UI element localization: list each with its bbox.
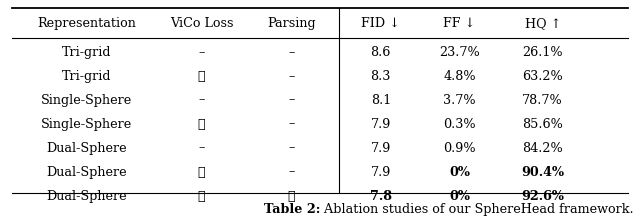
Text: –: – (198, 46, 205, 59)
Text: Dual-Sphere: Dual-Sphere (46, 142, 127, 155)
Text: –: – (198, 142, 205, 155)
Text: –: – (288, 142, 294, 155)
Text: ✓: ✓ (198, 166, 205, 178)
Text: 7.9: 7.9 (371, 118, 391, 131)
Text: Single-Sphere: Single-Sphere (41, 94, 132, 107)
Text: –: – (288, 94, 294, 107)
Text: Dual-Sphere: Dual-Sphere (46, 166, 127, 178)
Text: Tri-grid: Tri-grid (61, 46, 111, 59)
Text: FID ↓: FID ↓ (362, 17, 400, 30)
Text: 0.3%: 0.3% (444, 118, 476, 131)
Text: 84.2%: 84.2% (522, 142, 563, 155)
Text: 7.9: 7.9 (371, 166, 391, 178)
Text: 78.7%: 78.7% (522, 94, 563, 107)
Text: 4.8%: 4.8% (444, 70, 476, 83)
Text: –: – (288, 166, 294, 178)
Text: 7.8: 7.8 (370, 190, 392, 202)
Text: 90.4%: 90.4% (521, 166, 564, 178)
Text: –: – (198, 94, 205, 107)
Text: –: – (288, 118, 294, 131)
Text: ✓: ✓ (287, 190, 295, 202)
Text: –: – (288, 70, 294, 83)
Text: 8.1: 8.1 (371, 94, 391, 107)
Text: 26.1%: 26.1% (522, 46, 563, 59)
Text: 7.9: 7.9 (371, 142, 391, 155)
Text: ✓: ✓ (198, 70, 205, 83)
Text: 0.9%: 0.9% (444, 142, 476, 155)
Text: 0%: 0% (449, 190, 470, 202)
Text: –: – (288, 46, 294, 59)
Text: FF ↓: FF ↓ (444, 17, 476, 30)
Text: 23.7%: 23.7% (439, 46, 480, 59)
Text: 3.7%: 3.7% (444, 94, 476, 107)
Text: Dual-Sphere: Dual-Sphere (46, 190, 127, 202)
Text: ViCo Loss: ViCo Loss (170, 17, 234, 30)
Text: 92.6%: 92.6% (522, 190, 564, 202)
Text: HQ ↑: HQ ↑ (525, 17, 561, 30)
Text: ✓: ✓ (198, 118, 205, 131)
Text: Tri-grid: Tri-grid (61, 70, 111, 83)
Text: Ablation studies of our SphereHead framework.: Ablation studies of our SphereHead frame… (320, 203, 634, 216)
Text: 0%: 0% (449, 166, 470, 178)
Text: ✓: ✓ (198, 190, 205, 202)
Text: 8.3: 8.3 (371, 70, 391, 83)
Text: 63.2%: 63.2% (522, 70, 563, 83)
Text: Single-Sphere: Single-Sphere (41, 118, 132, 131)
Text: Representation: Representation (37, 17, 136, 30)
Text: Table 2:: Table 2: (264, 203, 320, 216)
Text: 85.6%: 85.6% (522, 118, 563, 131)
Text: Parsing: Parsing (267, 17, 316, 30)
Text: 8.6: 8.6 (371, 46, 391, 59)
